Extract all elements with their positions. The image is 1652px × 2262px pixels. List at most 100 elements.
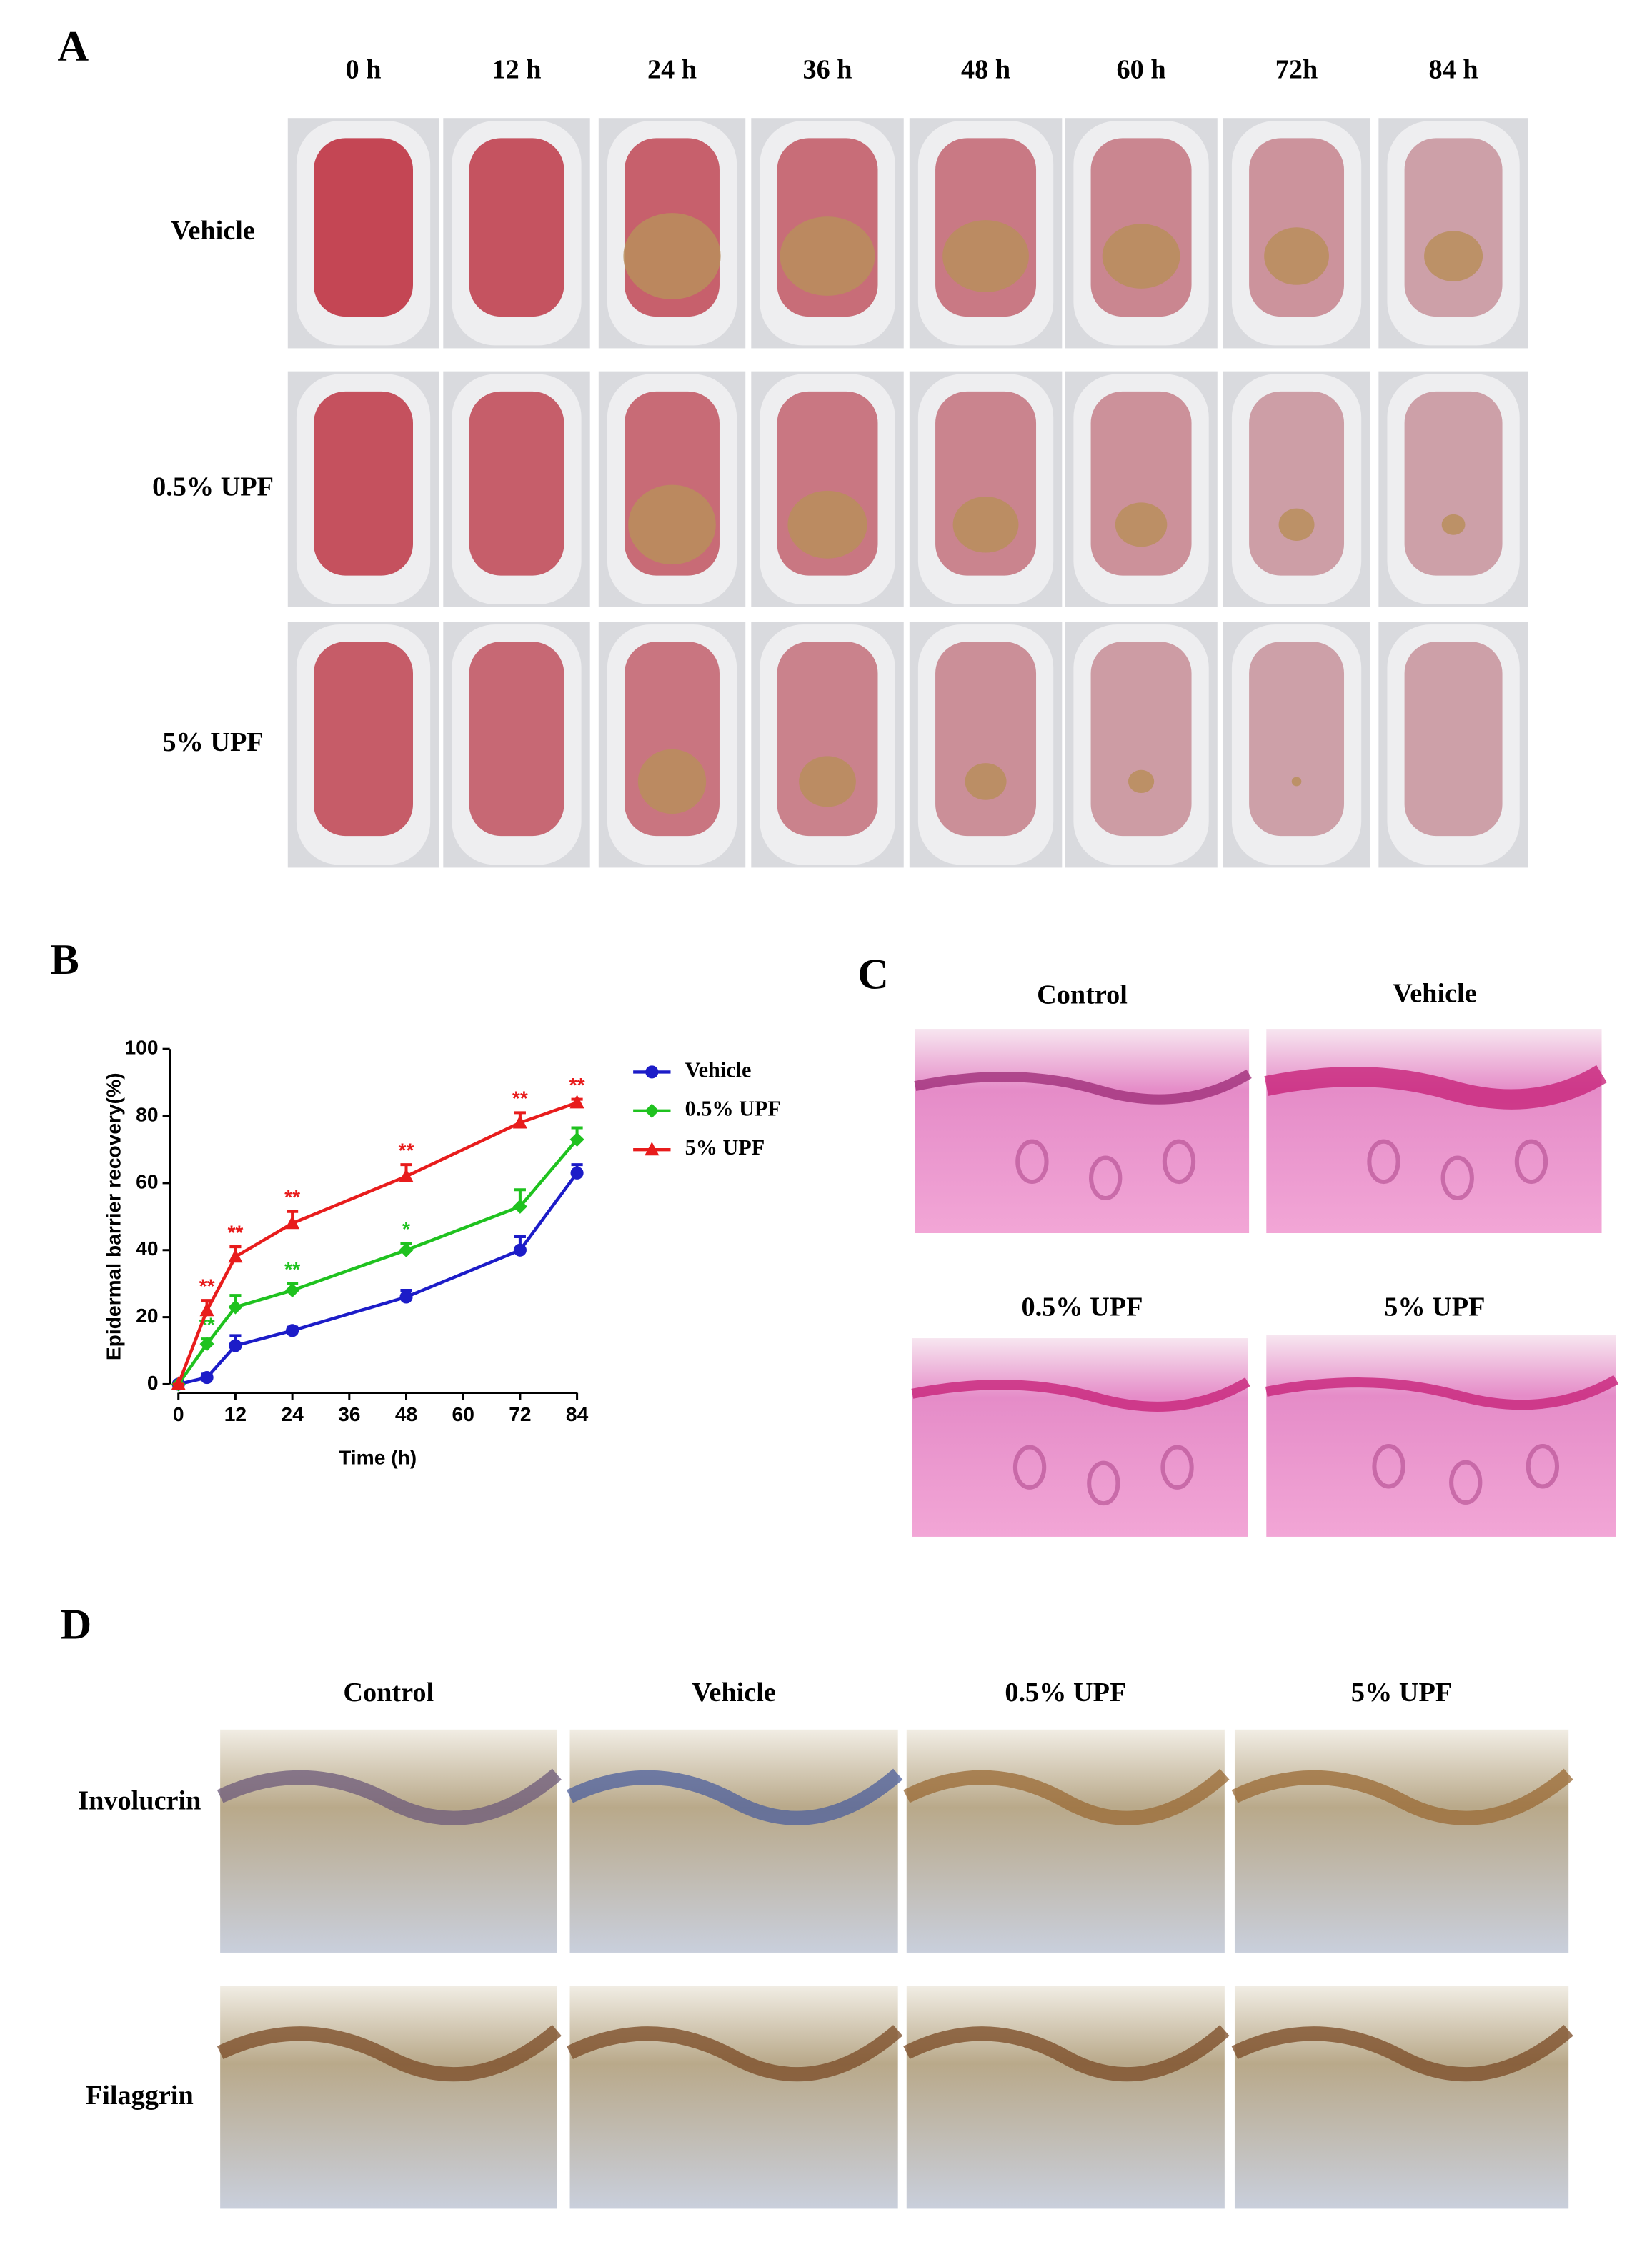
follicle — [1526, 1444, 1560, 1489]
ihc-image — [220, 1986, 557, 2209]
column-header: 12 h — [492, 55, 541, 85]
column-header: 72h — [1275, 55, 1318, 85]
ihc-image — [569, 1986, 898, 2209]
x-tick-label: 84 — [566, 1402, 589, 1425]
marker — [645, 1142, 660, 1156]
photo-scab — [1115, 502, 1168, 547]
column-header: 48 h — [961, 55, 1010, 85]
photo-scab — [780, 216, 875, 296]
marker — [399, 1168, 414, 1182]
epidermis — [903, 2025, 1230, 2082]
row-label: 5% UPF — [162, 727, 263, 757]
column-header: Control — [343, 1678, 434, 1708]
histology-image — [912, 1338, 1248, 1537]
epidermis — [217, 1768, 562, 1825]
significance: ** — [399, 1138, 414, 1161]
x-tick-label: 72 — [509, 1402, 531, 1425]
column-header: 0 h — [346, 55, 382, 85]
photo-scab — [1441, 514, 1466, 535]
y-tick-label: 100 — [125, 1036, 159, 1059]
panel-label: A — [58, 22, 89, 70]
epidermis — [1231, 2025, 1573, 2082]
ihc-image — [1234, 1729, 1569, 1953]
significance: ** — [284, 1257, 300, 1280]
photo-scab — [799, 756, 856, 807]
photo-skin — [469, 642, 564, 837]
photo-scab — [637, 749, 707, 814]
marker — [171, 1376, 186, 1390]
photo-scab — [1424, 231, 1483, 281]
significance: ** — [512, 1087, 528, 1110]
marker — [285, 1215, 300, 1230]
panel-label: B — [50, 936, 79, 984]
follicle — [1449, 1460, 1483, 1505]
photo-skin — [314, 391, 413, 576]
photo-skin — [1090, 391, 1192, 576]
column-header: 84 h — [1429, 55, 1478, 85]
significance: ** — [199, 1274, 215, 1297]
y-axis-label: Epidermal barrier recovery(%) — [102, 1073, 125, 1361]
photo-scab — [952, 497, 1019, 553]
epidermis — [903, 1768, 1230, 1825]
significance: ** — [569, 1073, 585, 1096]
y-tick-label: 80 — [136, 1103, 158, 1126]
legend-label: 0.5% UPF — [685, 1097, 781, 1121]
follicle — [1440, 1155, 1474, 1200]
photo-skin — [1404, 642, 1503, 837]
epidermis — [914, 1069, 1252, 1105]
marker — [513, 1243, 527, 1257]
image-title: Control — [1037, 980, 1128, 1010]
follicle — [1514, 1139, 1548, 1185]
column-header: 60 h — [1117, 55, 1166, 85]
panel-label: D — [61, 1601, 92, 1649]
photo-scab — [1278, 508, 1315, 542]
column-header: 0.5% UPF — [1005, 1678, 1126, 1708]
ihc-image — [569, 1729, 898, 1953]
histology-image — [915, 1029, 1250, 1233]
photo-skin — [1090, 642, 1192, 837]
follicle — [1015, 1139, 1049, 1185]
photo-skin — [469, 138, 564, 317]
column-header: Vehicle — [692, 1678, 776, 1708]
photo-skin — [314, 138, 413, 317]
marker — [645, 1065, 659, 1079]
ihc-image — [220, 1729, 557, 1953]
marker — [399, 1242, 414, 1257]
marker — [645, 1103, 660, 1118]
photo-scab — [1102, 224, 1180, 289]
legend-label: Vehicle — [685, 1057, 752, 1082]
follicle — [1089, 1155, 1123, 1200]
ihc-image — [906, 1729, 1225, 1953]
photo-skin — [1404, 391, 1503, 576]
marker — [512, 1115, 527, 1129]
significance: ** — [284, 1185, 300, 1208]
x-tick-label: 60 — [452, 1402, 474, 1425]
marker — [229, 1339, 242, 1352]
x-tick-label: 48 — [395, 1402, 417, 1425]
epidermis — [911, 1377, 1250, 1412]
y-tick-label: 40 — [136, 1237, 158, 1260]
row-label: Vehicle — [171, 216, 255, 246]
ihc-image — [906, 1986, 1225, 2209]
x-tick-label: 36 — [338, 1402, 360, 1425]
row-label: Involucrin — [78, 1785, 201, 1815]
y-tick-label: 60 — [136, 1170, 158, 1192]
ihc-image — [1234, 1986, 1569, 2209]
histology-image — [1266, 1029, 1602, 1233]
photo-skin — [314, 642, 413, 837]
marker — [200, 1371, 214, 1385]
image-title: 0.5% UPF — [1021, 1292, 1143, 1322]
photo-scab — [1128, 769, 1155, 794]
photo-skin — [1404, 138, 1503, 317]
row-label: Filaggrin — [86, 2081, 194, 2111]
photo-scab — [965, 763, 1007, 800]
follicle — [1162, 1139, 1196, 1185]
photo-skin — [1249, 642, 1345, 837]
photo-scab — [628, 484, 716, 565]
marker — [569, 1095, 584, 1109]
marker — [570, 1166, 584, 1180]
panel-label: C — [857, 950, 889, 998]
photo-skin — [469, 391, 564, 576]
